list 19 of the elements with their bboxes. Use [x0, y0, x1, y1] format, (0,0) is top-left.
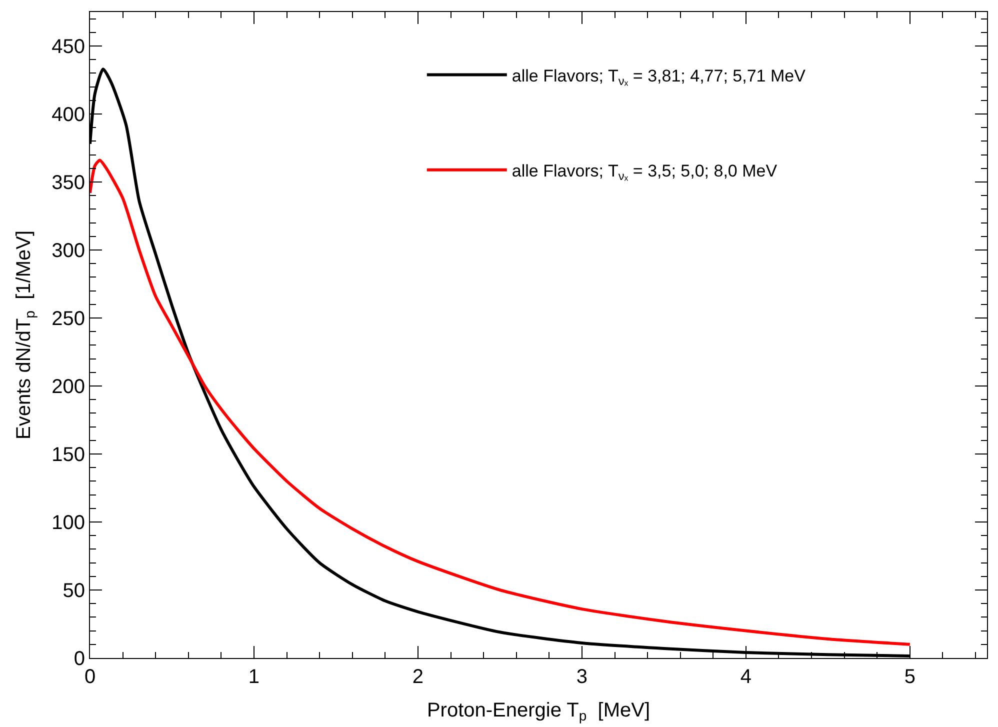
y-tick-label: 200 — [52, 376, 85, 398]
y-tick-label: 400 — [52, 104, 85, 126]
x-tick-label: 4 — [740, 666, 752, 688]
legend-label: alle Flavors; T$_{νₓ}$ = 3,81; 4,77; 5,71 MeV — [512, 66, 806, 88]
x-tick-label: 3 — [576, 666, 588, 688]
y-tick-label: 250 — [52, 308, 85, 330]
legend-label: alle Flavors; T$_{νₓ}$ = 3,5; 5,0; 8,0 MeV — [512, 162, 778, 184]
y-tick-label: 50 — [62, 580, 85, 602]
y-tick-label: 350 — [52, 172, 85, 194]
y-tick-label: 0 — [74, 648, 85, 670]
x-tick-label: 1 — [248, 666, 260, 688]
y-tick-label: 300 — [52, 240, 85, 262]
y-tick-label: 150 — [52, 444, 85, 466]
x-axis-title: Proton-Energie T$_{p}$ [MeV] — [426, 700, 650, 724]
line-series — [90, 158, 912, 646]
x-tick-label: 2 — [412, 666, 424, 688]
y-tick-label: 100 — [52, 512, 85, 534]
y-tick-label: 450 — [52, 36, 85, 58]
x-tick-label: 5 — [904, 666, 916, 688]
